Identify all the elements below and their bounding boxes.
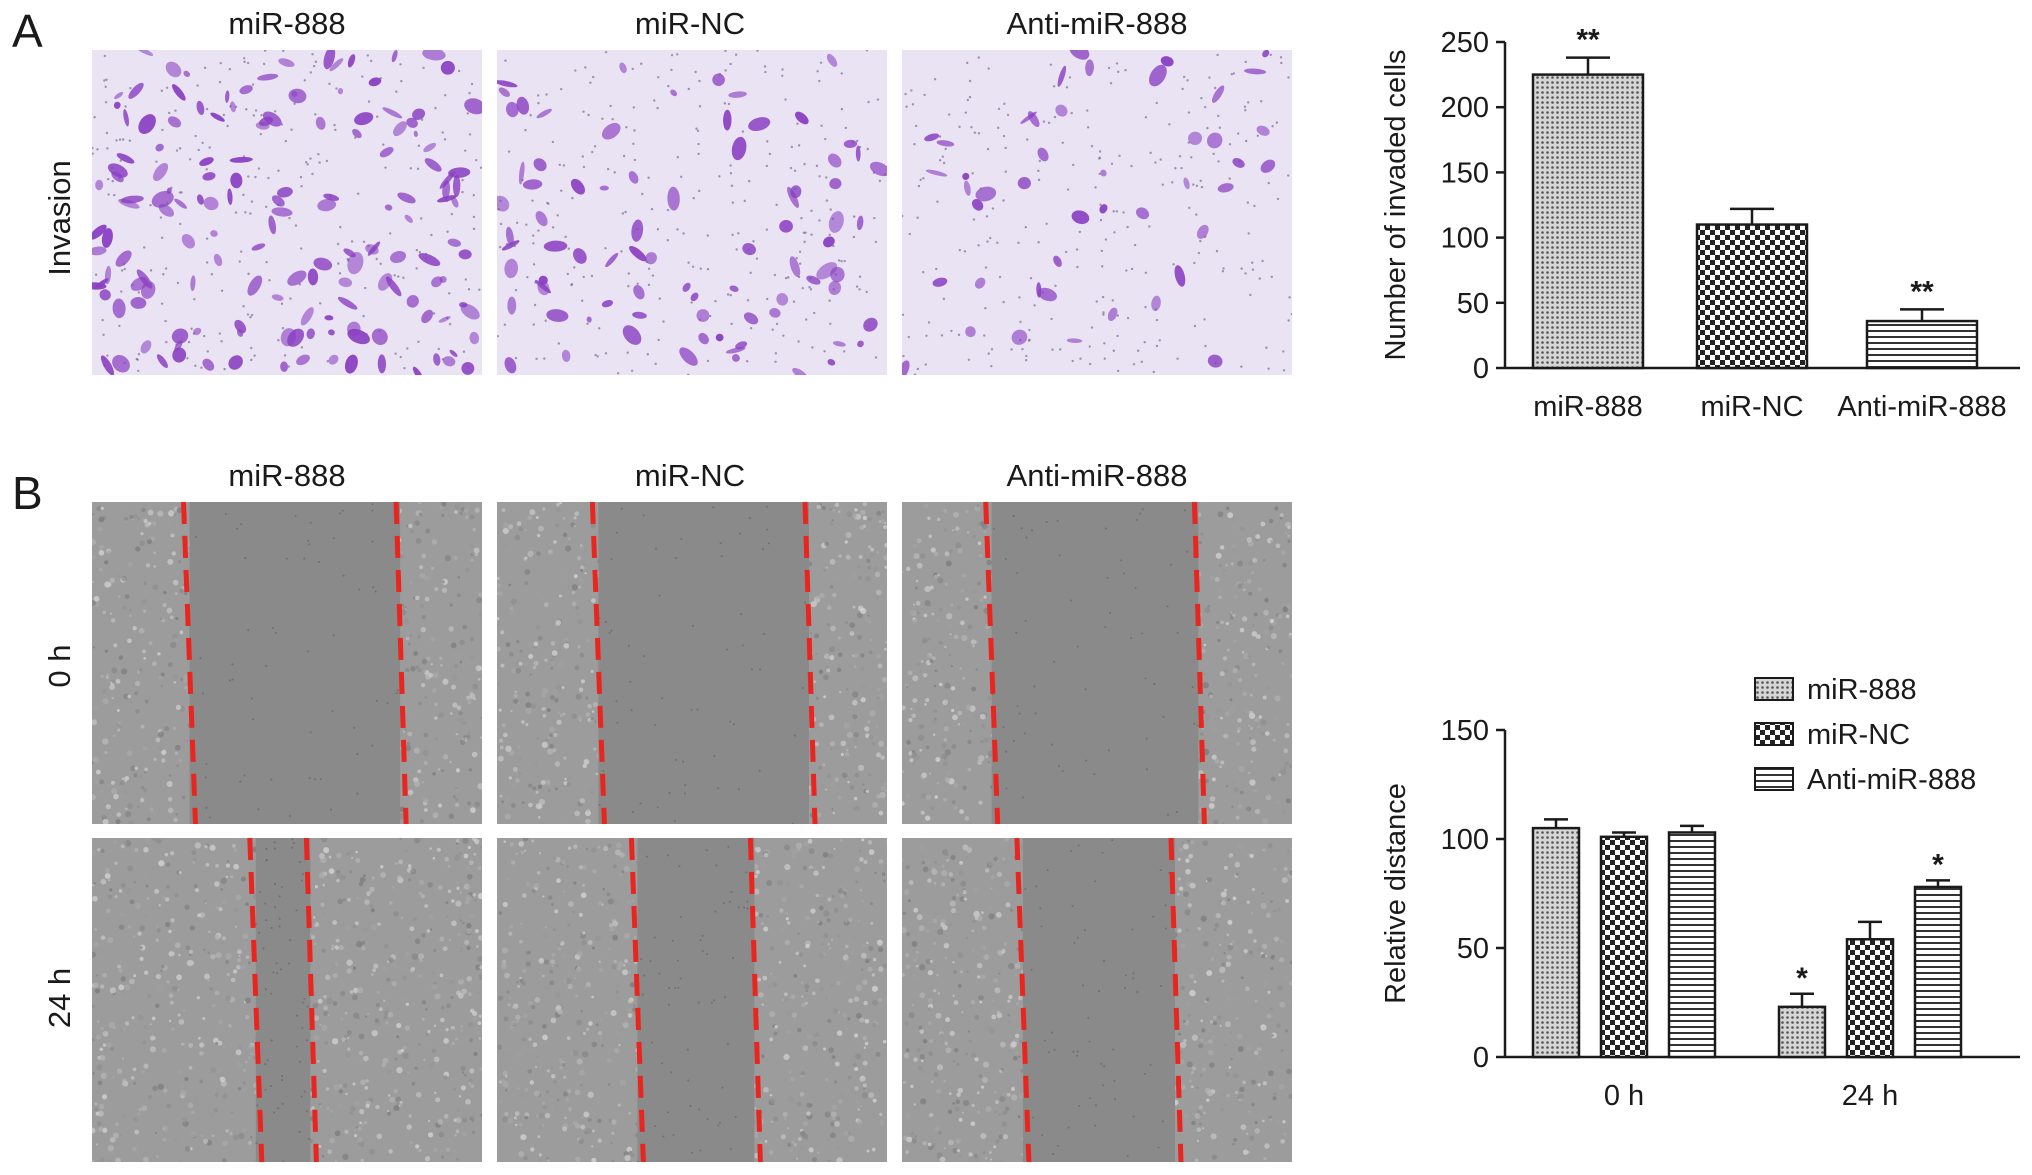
invasion-image-mir888: [92, 50, 482, 375]
significance-marker: *: [1796, 962, 1808, 995]
legend-swatch: [1754, 722, 1794, 746]
legend: miR-888 miR-NC Anti-miR-888: [1754, 674, 1976, 796]
x-tick-label: 0 h: [1604, 1080, 1644, 1112]
bar: [1667, 831, 1717, 1059]
x-tick-label: miR-NC: [1700, 391, 1803, 423]
scratch-image-mirnc-0h: [497, 502, 887, 824]
scratch-boundary-line: [1191, 502, 1207, 824]
scratch-micrograph: [497, 838, 887, 1162]
scratch-boundary-line: [983, 502, 1001, 824]
row-label-24h: 24 h: [42, 967, 77, 1029]
significance-marker: **: [1910, 275, 1934, 308]
scratch-boundary-line: [1168, 838, 1184, 1162]
invasion-micrograph: [902, 50, 1292, 375]
scratch-boundary-line: [802, 502, 818, 824]
y-tick-label: 50: [1457, 933, 1489, 965]
legend-swatch: [1754, 677, 1794, 701]
scratch-micrograph: [902, 838, 1292, 1162]
bar: [1599, 835, 1649, 1059]
scratch-boundary-line: [628, 838, 646, 1162]
y-tick-label: 0: [1473, 353, 1489, 385]
column-title-mir888-a: miR-888: [228, 6, 346, 41]
scratch-image-antimir888-0h: [902, 502, 1292, 824]
y-axis-title: Relative distance: [1380, 783, 1412, 1004]
scratch-micrograph: [92, 502, 482, 824]
y-tick-label: 200: [1441, 92, 1489, 124]
column-title-mirnc-b: miR-NC: [634, 458, 746, 493]
row-label-0h: 0 h: [42, 644, 77, 688]
migration-bar-chart: 0 50 100 150 Relative distance 0 h * * 24 h miR-8…: [1380, 674, 2020, 1112]
scratch-image-mir888-0h: [92, 502, 482, 824]
invasion-micrograph: [92, 50, 482, 375]
y-tick-label: 250: [1441, 27, 1489, 59]
y-axis-title: Number of invaded cells: [1380, 49, 1412, 360]
scratch-micrograph: [902, 502, 1292, 824]
invasion-bar-chart: 0 50 100 150 200 250 Number of invaded cells **…: [1380, 24, 2020, 423]
bar: [1865, 319, 1979, 370]
y-tick-label: 150: [1441, 715, 1489, 747]
scratch-image-mirnc-24h: [497, 838, 887, 1162]
scratch-image-antimir888-24h: [902, 838, 1292, 1162]
bar: [1845, 938, 1895, 1059]
panel-label-a: A: [12, 5, 43, 57]
invasion-image-antimir888: [902, 50, 1292, 375]
scratch-boundary-line: [1014, 838, 1032, 1162]
panel-label-b: B: [12, 467, 43, 519]
significance-marker: *: [1932, 848, 1944, 881]
x-tick-label: miR-888: [1533, 391, 1643, 423]
x-tick-label: Anti-miR-888: [1837, 391, 2006, 423]
invasion-image-mirnc: [497, 50, 887, 375]
row-label-invasion: Invasion: [42, 160, 77, 276]
column-title-mirnc-a: miR-NC: [634, 6, 746, 41]
scratch-boundary-line: [247, 838, 265, 1162]
y-tick-label: 150: [1441, 157, 1489, 189]
y-tick-label: 50: [1457, 288, 1489, 320]
scratch-micrograph: [92, 838, 482, 1162]
scratch-boundary-line: [589, 502, 607, 824]
bar: [1913, 885, 1963, 1059]
scratch-boundary-line: [303, 838, 319, 1162]
scratch-micrograph: [497, 502, 887, 824]
y-tick-label: 100: [1441, 824, 1489, 856]
column-title-antimir888-b: Anti-miR-888: [1006, 458, 1188, 493]
bar: [1531, 826, 1581, 1059]
x-tick-label: 24 h: [1842, 1080, 1898, 1112]
scratch-boundary-line: [393, 502, 409, 824]
scratch-image-mir888-24h: [92, 838, 482, 1162]
legend-label: miR-NC: [1807, 719, 1910, 751]
significance-marker: **: [1576, 24, 1600, 57]
legend-label: miR-888: [1807, 674, 1917, 706]
scratch-boundary-line: [181, 502, 198, 824]
legend-label: Anti-miR-888: [1807, 764, 1976, 796]
y-tick-label: 100: [1441, 223, 1489, 255]
invasion-micrograph: [497, 50, 887, 375]
column-title-mir888-b: miR-888: [228, 458, 346, 493]
scratch-boundary-line: [747, 838, 763, 1162]
column-title-antimir888-a: Anti-miR-888: [1006, 6, 1188, 41]
legend-swatch: [1754, 767, 1794, 791]
y-tick-label: 0: [1473, 1042, 1489, 1074]
bar: [1695, 223, 1809, 370]
bar: [1531, 73, 1645, 370]
bar: [1777, 1005, 1827, 1059]
